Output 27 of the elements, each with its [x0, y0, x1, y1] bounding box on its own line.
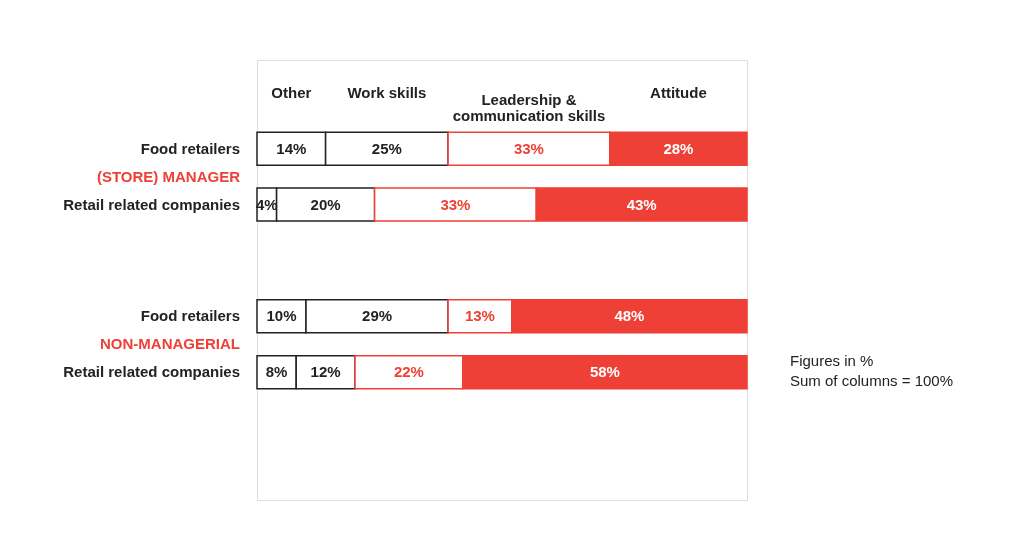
text: Work skills [347, 83, 427, 101]
text: Attitude [650, 83, 707, 101]
series-label: Leadership & communication skills [452, 90, 606, 124]
y-tick-label: Retail related companies [63, 195, 240, 213]
data-label: 33% [513, 139, 544, 157]
data-label: 25% [371, 139, 402, 157]
text: Figures in % [790, 351, 874, 369]
text: NON-MANAGERIAL [100, 335, 240, 353]
text: Sum of columns = 100% [790, 371, 954, 389]
data-label: 33% [440, 195, 471, 213]
data-label: 10% [266, 307, 297, 325]
data-label: 58% [589, 363, 620, 381]
y-tick-label: Food retailers [140, 139, 240, 157]
data-label: 22% [393, 363, 424, 381]
data-label: 43% [626, 195, 657, 213]
text: Other [271, 83, 312, 101]
data-label: 29% [362, 307, 393, 325]
y-tick-label: Food retailers [140, 307, 240, 325]
data-label: 28% [663, 139, 694, 157]
data-label: 20% [310, 195, 341, 213]
y-tick-label: Retail related companies [63, 363, 240, 381]
data-label: 12% [310, 363, 341, 381]
data-label: 48% [614, 307, 645, 325]
data-label: 13% [464, 307, 495, 325]
data-label: 14% [276, 139, 307, 157]
text: (STORE) MANAGER [96, 167, 241, 185]
data-label: 8% [265, 363, 288, 381]
